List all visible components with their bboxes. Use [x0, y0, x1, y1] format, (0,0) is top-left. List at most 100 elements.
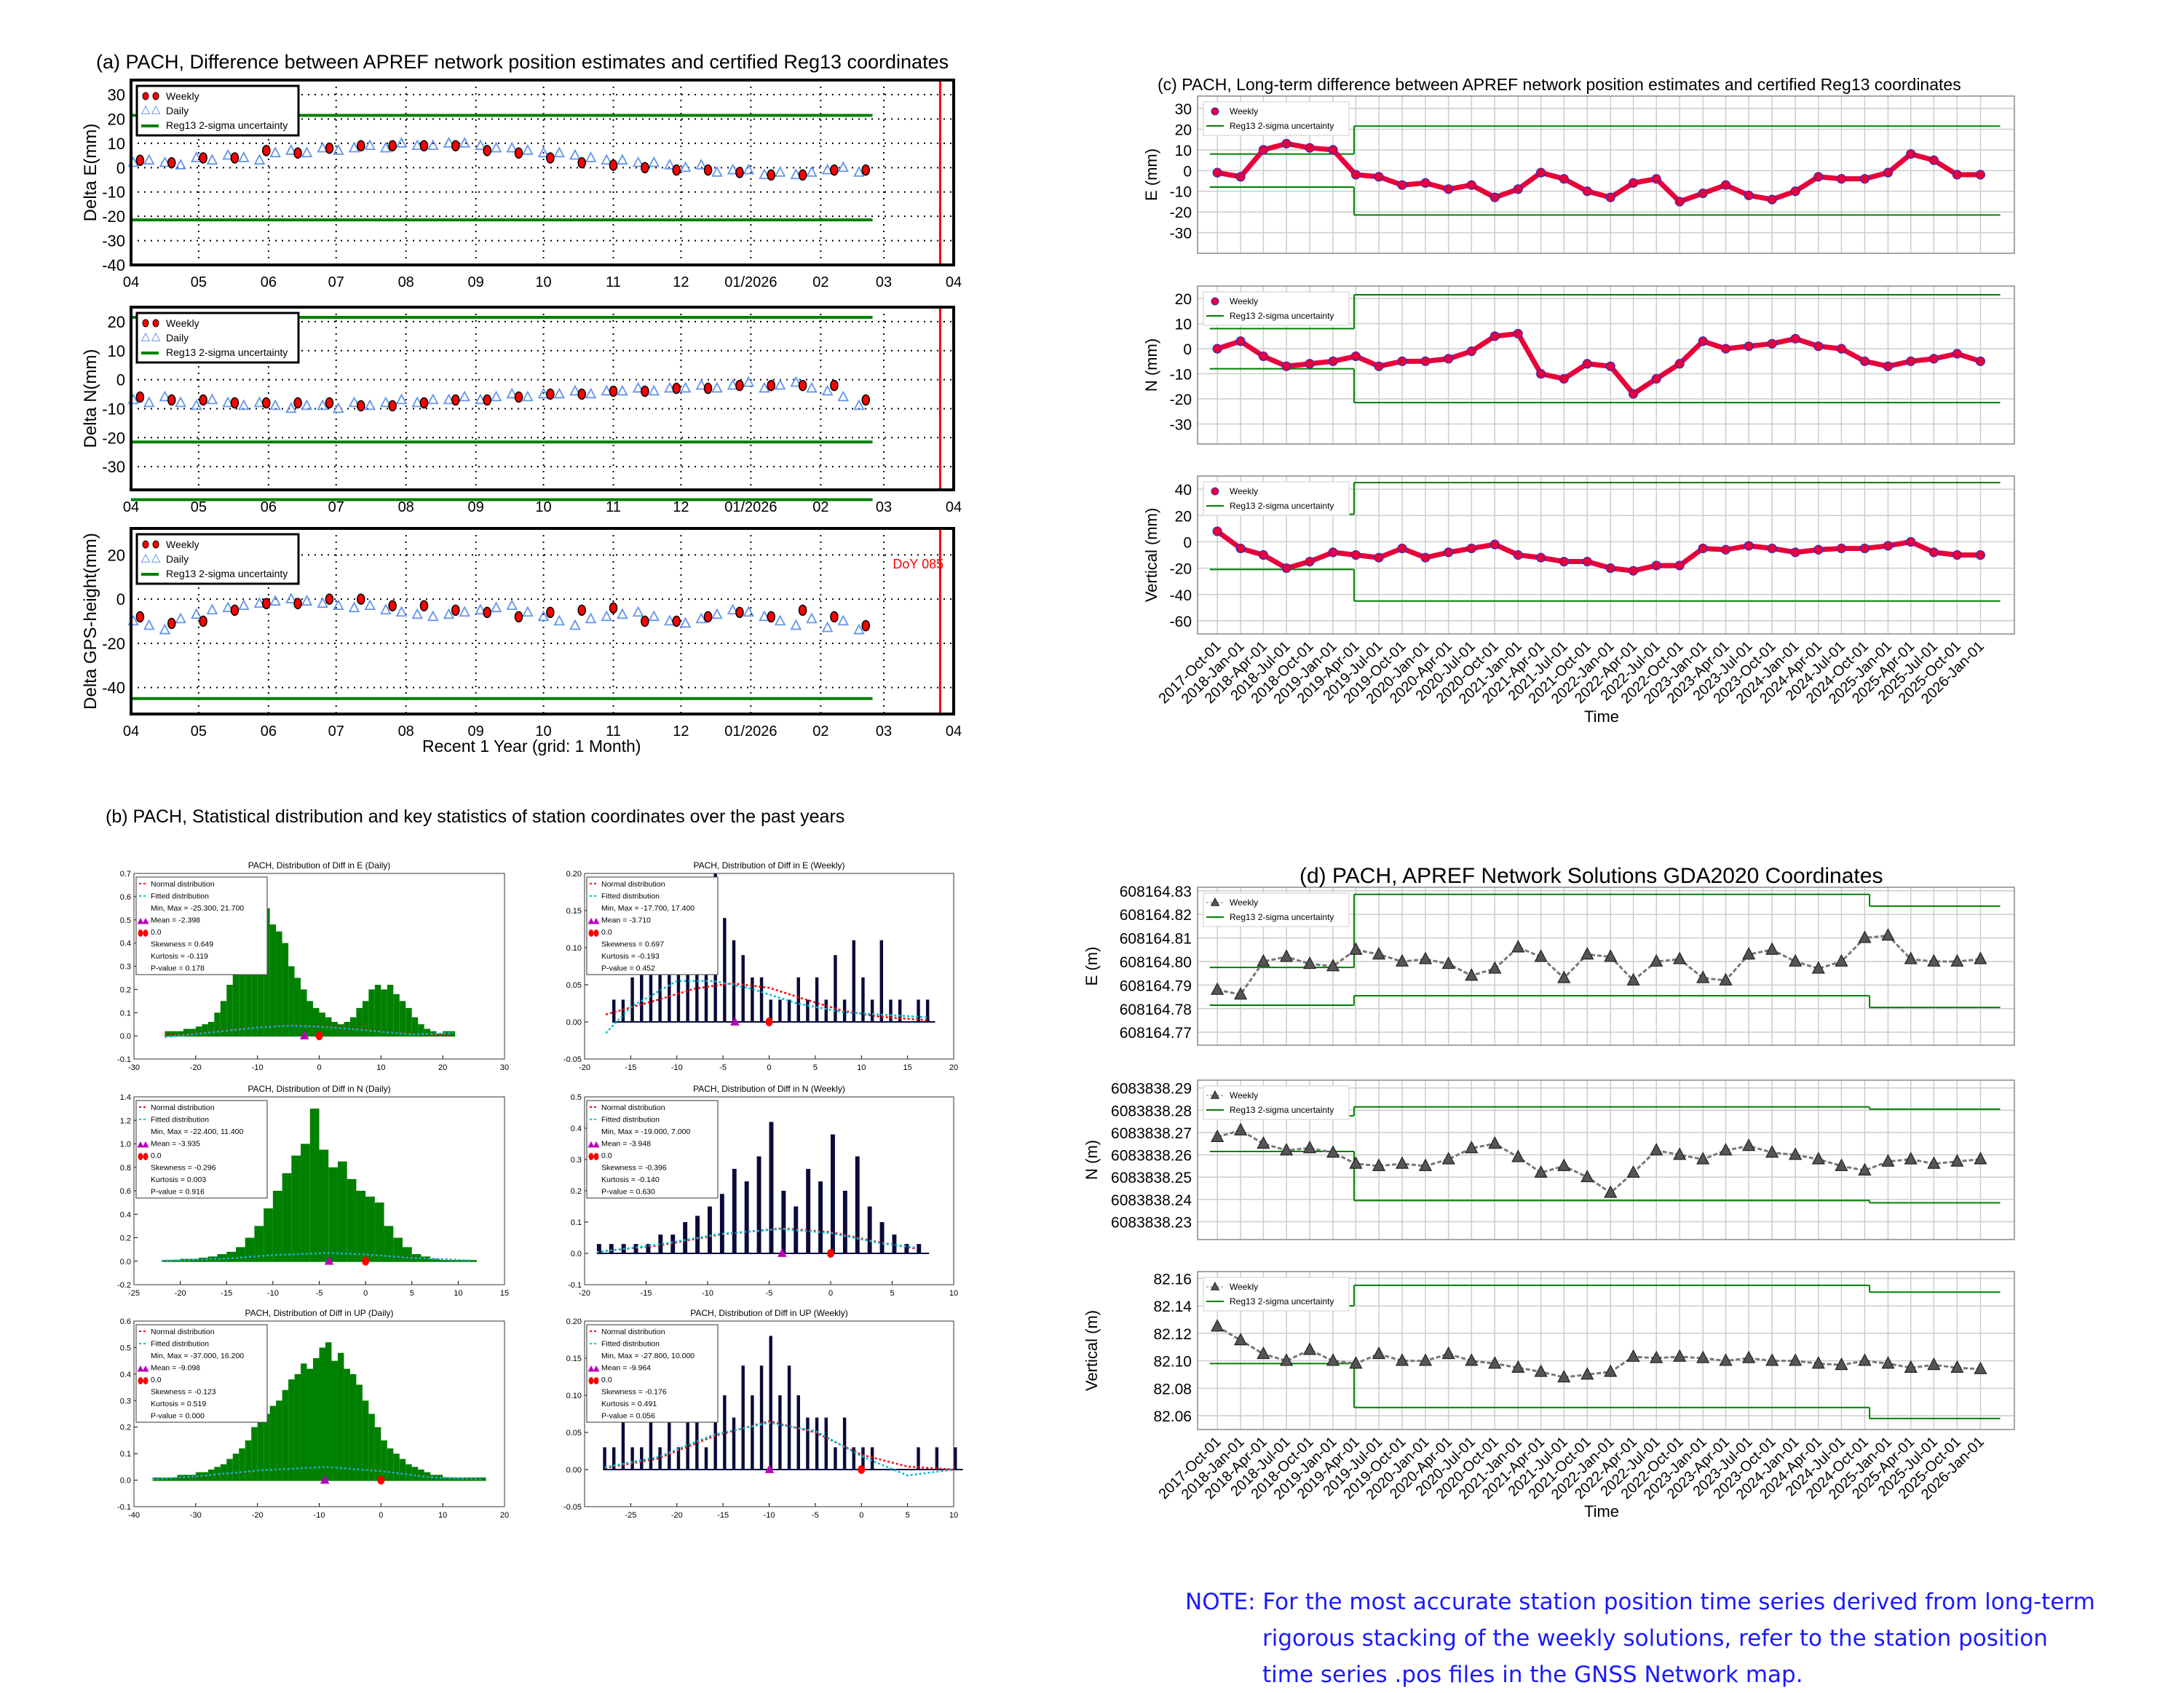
x-tick-label: 12 — [673, 723, 689, 740]
legend-label: Skewness = -0.123 — [151, 1388, 216, 1397]
weekly-point — [325, 593, 334, 605]
daily-point — [269, 399, 281, 411]
daily-point — [727, 378, 739, 390]
weekly-point — [609, 602, 618, 614]
histogram-bar — [349, 1017, 357, 1036]
x-tick-label: 5 — [906, 1511, 910, 1520]
daily-marker-icon — [151, 105, 161, 114]
y-tick-label: -10 — [102, 400, 125, 418]
legend-box — [135, 312, 300, 364]
histogram-bar — [319, 1347, 325, 1480]
histogram-bar — [183, 1475, 190, 1480]
x-tick-label: -10 — [252, 1063, 264, 1072]
weekly-point — [1374, 552, 1384, 563]
y-tick-label: 0.6 — [120, 1187, 131, 1196]
daily-point — [427, 610, 439, 622]
histogram-title: PACH, Distribution of Diff in E (Daily) — [248, 860, 391, 871]
y-tick-label: 0.2 — [120, 1424, 131, 1432]
y-tick-label: 6083838.29 — [1111, 1081, 1192, 1098]
weekly-point — [230, 397, 240, 409]
y-tick-label: -0.1 — [117, 1055, 131, 1064]
x-tick-label: 12 — [673, 274, 689, 290]
weekly-point — [1305, 143, 1315, 153]
histogram-bar — [245, 943, 252, 1036]
x-tick-label: 20 — [438, 1063, 447, 1072]
histogram-bar — [217, 1254, 227, 1261]
weekly-marker-icon — [152, 92, 159, 100]
x-tick-label: 05 — [191, 723, 207, 740]
daily-point — [411, 139, 423, 151]
histogram-1: PACH, Distribution of Diff in E (Daily) 0… — [117, 860, 509, 1072]
weekly-point — [1698, 336, 1708, 346]
histogram-bar — [384, 1226, 394, 1261]
histogram-bar — [935, 1447, 939, 1470]
histogram-bar — [301, 989, 307, 1036]
weekly-point — [1906, 148, 1916, 159]
daily-marker-icon — [151, 553, 161, 563]
daily-point — [269, 595, 281, 606]
weekly-point — [1536, 368, 1546, 379]
legend-label: Daily — [166, 332, 189, 344]
weekly-point — [1881, 1154, 1895, 1167]
histogram-bar — [831, 1134, 835, 1253]
weekly-point — [1420, 356, 1431, 366]
y-tick-label: -0.1 — [117, 1503, 131, 1512]
y-tick-label: 6083838.23 — [1111, 1214, 1192, 1231]
weekly-point — [641, 615, 649, 627]
histogram-bar — [356, 1191, 366, 1261]
legend-box — [135, 876, 268, 975]
legend-box — [586, 876, 719, 975]
legend-label: Min, Max = -19.000, 7.000 — [601, 1127, 690, 1136]
histogram-legend: Normal distribution Fitted distribution Mi… — [135, 876, 268, 975]
weekly-point — [1950, 1360, 1964, 1373]
weekly-point — [1350, 351, 1361, 362]
weekly-point — [735, 379, 744, 392]
daily-point — [679, 381, 692, 393]
weekly-point — [1696, 970, 1710, 983]
weekly-point — [1698, 543, 1708, 554]
daily-point — [617, 608, 628, 619]
x-tick-label: 15 — [903, 1063, 912, 1072]
weekly-point — [1488, 1136, 1502, 1149]
y-tick-label: 0.5 — [120, 916, 131, 925]
histogram-bar — [235, 1247, 245, 1261]
legend-label: P-value = 0.916 — [151, 1188, 205, 1197]
zero-marker — [765, 1018, 773, 1026]
daily-marker-icon — [141, 553, 151, 563]
zero-marker — [858, 1465, 866, 1474]
mean-legend-icon — [142, 1365, 149, 1372]
mean-legend-icon — [593, 918, 600, 924]
weekly-point — [609, 159, 618, 171]
y-tick-label: 0.0 — [571, 1250, 582, 1258]
weekly-point — [1789, 1147, 1803, 1160]
y-tick-label: -0.05 — [563, 1055, 582, 1064]
histogram-bar — [870, 999, 874, 1022]
weekly-line — [1216, 140, 1981, 205]
weekly-marker-icon — [1210, 897, 1220, 906]
x-tick-label: 01/2026 — [724, 499, 777, 515]
histogram-bar — [751, 977, 754, 1022]
weekly-point — [1489, 539, 1500, 550]
plot-frame — [584, 1096, 954, 1285]
y-tick-label: 0.6 — [120, 1317, 131, 1326]
histogram-bar — [751, 1395, 754, 1470]
weekly-point — [1720, 344, 1731, 354]
daily-point — [743, 376, 755, 387]
histogram-bar — [861, 1447, 865, 1470]
daily-point — [522, 143, 534, 155]
histogram-bar — [723, 1395, 727, 1470]
y-tick-label: -0.1 — [568, 1281, 582, 1290]
weekly-point — [1974, 1151, 1987, 1165]
weekly-point — [1605, 563, 1615, 574]
x-tick-label: -10 — [702, 1289, 713, 1298]
legend-label: Skewness = 0.649 — [151, 940, 213, 949]
weekly-point — [1395, 1353, 1409, 1366]
histogram-bar — [649, 1417, 653, 1470]
legend-label: Kurtosis = -0.119 — [151, 952, 208, 961]
weekly-point — [451, 140, 460, 151]
daily-point — [679, 616, 692, 628]
y-tick-label: 0 — [116, 590, 125, 608]
mean-marker — [299, 1031, 309, 1040]
daily-point — [443, 136, 455, 148]
x-tick-label: -15 — [625, 1063, 636, 1072]
